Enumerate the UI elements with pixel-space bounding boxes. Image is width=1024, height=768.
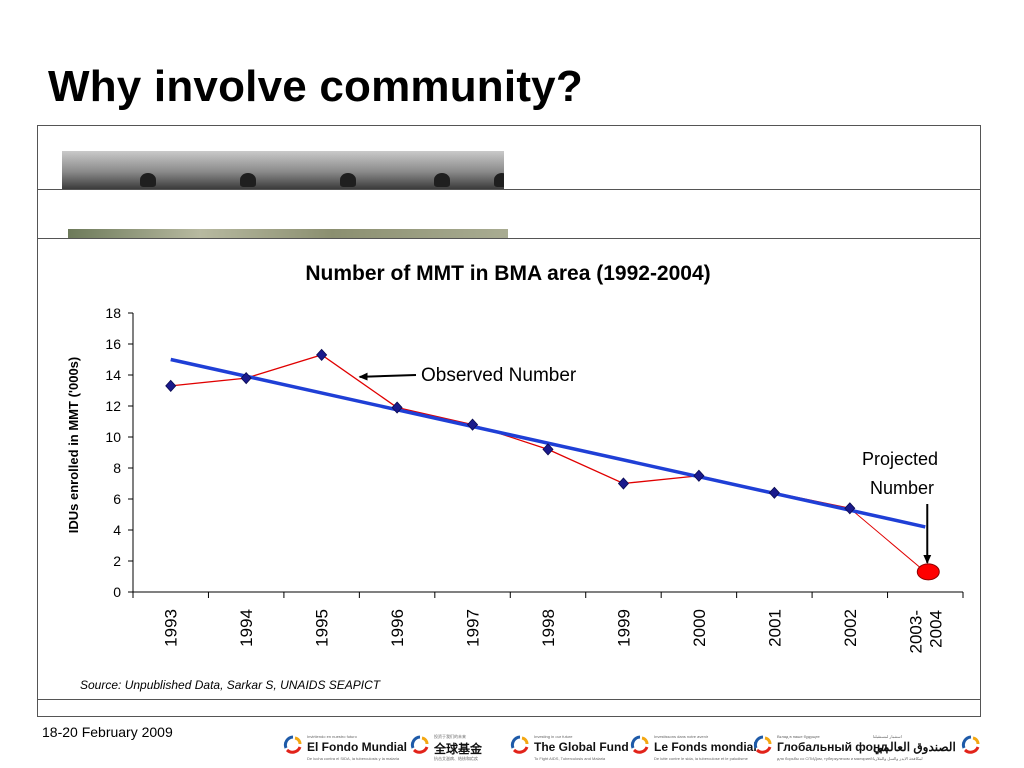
footer-date: 18-20 February 2009: [42, 724, 173, 740]
logo-tagline: Investing in our future: [534, 734, 573, 739]
logo-name: 全球基金: [434, 742, 483, 756]
data-point: [240, 372, 252, 385]
logo-subtitle: To Fight AIDS, Tuberculosis and Malaria: [534, 756, 606, 761]
x-tick-label: 1996: [388, 609, 407, 647]
logo-name: Le Fonds mondial: [654, 740, 757, 754]
logo-name: الصندوق العالمي: [873, 740, 956, 754]
logo-item: Invirtiendo en nuestro futuro El Fondo Mu…: [283, 731, 407, 765]
y-tick-label: 14: [105, 367, 121, 383]
logo-subtitle: De lucha contra el SIDA, la tuberculosis…: [307, 756, 400, 761]
projected-point: [916, 563, 940, 581]
y-tick-label: 2: [113, 553, 121, 569]
x-tick-label: 1993: [162, 609, 181, 647]
x-tick-label: 1999: [614, 609, 633, 647]
y-axis-label: IDUs enrolled in MMT ('000s): [66, 357, 81, 533]
data-point: [844, 502, 856, 515]
chart-panel: [37, 238, 981, 700]
x-tick-label: 2003-2004: [906, 610, 945, 653]
y-tick-label: 0: [113, 584, 121, 600]
y-tick-label: 12: [105, 398, 121, 414]
observed-arrow: [358, 372, 417, 381]
data-point: [316, 348, 328, 361]
logo-name: El Fondo Mundial: [307, 740, 407, 754]
y-tick-label: 10: [105, 429, 121, 445]
logo-subtitle: لمكافحة الايدز والسل والملاريا: [873, 756, 923, 761]
global-fund-logos: Invirtiendo en nuestro futuro El Fondo Mu…: [283, 731, 983, 765]
y-tick-label: 16: [105, 336, 121, 352]
logo-tagline: Вклад в наше будущее: [777, 734, 820, 739]
x-tick-label: 2001: [765, 609, 784, 647]
logo-item: استثمار لمستقبلنا الصندوق العالمي لمكافحة …: [873, 731, 983, 765]
community-photo: [62, 151, 504, 189]
logo-tagline: Invirtiendo en nuestro futuro: [307, 734, 357, 739]
y-tick-label: 6: [113, 491, 121, 507]
x-tick-label: 1994: [237, 609, 256, 647]
global-fund-swirl-icon: [410, 735, 430, 755]
x-tick-label: 2000: [690, 609, 709, 647]
data-point: [693, 469, 705, 482]
global-fund-swirl-icon: [961, 735, 981, 755]
logo-item: 投资于我们的未来全球基金 抗击艾滋病、结核和疟疾: [410, 731, 508, 765]
data-point: [542, 443, 554, 456]
logo-subtitle: De lutte contre le sida, la tuberculose …: [654, 756, 748, 761]
y-tick-label: 4: [113, 522, 121, 538]
x-tick-label: 1997: [464, 609, 483, 647]
trend-line: [170, 357, 926, 529]
data-point: [165, 379, 177, 392]
observed-number-label: Observed Number: [421, 365, 577, 386]
data-point: [617, 477, 629, 490]
partial-photo: [68, 229, 508, 239]
data-point: [391, 401, 403, 414]
logo-name: Глобальный фонд: [777, 740, 888, 754]
global-fund-swirl-icon: [510, 735, 530, 755]
x-tick-label: 2002: [841, 609, 860, 647]
data-point: [768, 486, 780, 499]
projected-label-line1: Projected: [862, 449, 938, 469]
chart-title: Number of MMT in BMA area (1992-2004): [305, 262, 710, 285]
y-tick-label: 18: [105, 305, 121, 321]
logo-tagline: 投资于我们的未来: [434, 734, 466, 739]
logo-subtitle: для борьбы со СПИДом, туберкулезом и мал…: [777, 756, 873, 761]
logo-item: Investissons dans notre avenir Le Fonds m…: [630, 731, 757, 765]
projected-label-line2: Number: [870, 478, 934, 498]
x-tick-label: 1995: [313, 609, 332, 647]
logo-tagline: استثمار لمستقبلنا: [873, 734, 902, 739]
global-fund-swirl-icon: [283, 735, 303, 755]
chart-source: Source: Unpublished Data, Sarkar S, UNAI…: [80, 678, 382, 692]
global-fund-swirl-icon: [753, 735, 773, 755]
logo-name: The Global Fund: [534, 740, 629, 754]
logo-tagline: Investissons dans notre avenir: [654, 734, 709, 739]
logo-item: Investing in our future The Global Fund To…: [510, 731, 629, 765]
y-tick-label: 8: [113, 460, 121, 476]
x-tick-label: 1998: [539, 609, 558, 647]
logo-subtitle: 抗击艾滋病、结核和疟疾: [434, 756, 478, 761]
slide-title: Why involve community?: [48, 62, 583, 111]
global-fund-swirl-icon: [630, 735, 650, 755]
projection-line: [849, 507, 926, 573]
logo-item: Вклад в наше будущее Глобальный фонд для б…: [753, 731, 888, 765]
data-point: [467, 418, 479, 431]
